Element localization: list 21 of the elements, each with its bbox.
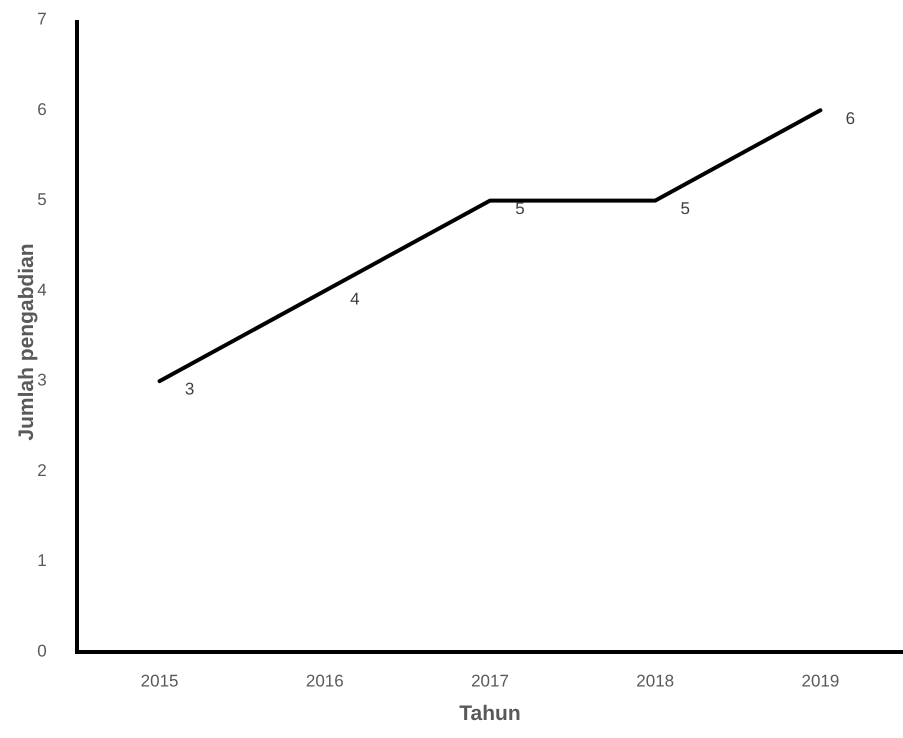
y-axis-title: Jumlah pengabdian <box>15 243 38 441</box>
y-tick-label: 2 <box>37 460 47 480</box>
y-tick-label: 4 <box>37 280 47 300</box>
data-label: 5 <box>515 199 525 218</box>
y-tick-label: 1 <box>37 551 47 570</box>
x-tick-label: 2017 <box>471 671 509 690</box>
line-series <box>158 108 822 384</box>
y-tick-label: 0 <box>37 641 47 660</box>
x-axis-title: Tahun <box>459 702 521 725</box>
y-tick-label: 6 <box>37 100 47 119</box>
x-tick-label: 2016 <box>306 671 344 690</box>
y-tick-label: 3 <box>37 370 47 390</box>
data-label: 6 <box>846 108 856 128</box>
x-tick-label: 2015 <box>140 671 179 690</box>
y-tick-label: 7 <box>37 9 47 28</box>
data-label: 3 <box>184 380 194 399</box>
data-label: 4 <box>350 289 360 308</box>
data-label: 5 <box>680 199 690 218</box>
x-tick-label: 2019 <box>801 671 840 690</box>
y-tick-label: 5 <box>37 190 47 210</box>
x-tick-label: 2018 <box>636 671 674 690</box>
